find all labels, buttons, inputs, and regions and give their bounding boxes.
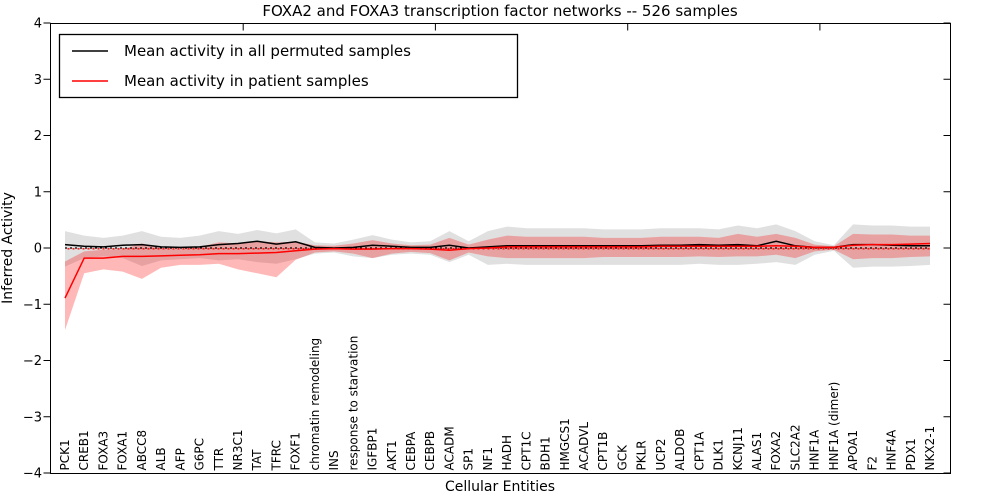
x-tick-label: HNF4A [885, 429, 899, 471]
x-tick-label: HNF1A (dimer) [827, 382, 841, 471]
y-tick-label: −4 [23, 467, 42, 482]
y-tick-label: 2 [34, 129, 42, 144]
x-tick-label: chromatin remodeling [308, 338, 322, 471]
x-tick-label: GCK [615, 444, 629, 471]
x-tick-labels: PCK1 CREB1 FOXA3 FOXA1 ABCC8 ALB AFP G6PC TTR NR3… [58, 336, 937, 472]
x-tick-label: PDX1 [904, 438, 918, 470]
legend-label-permuted: Mean activity in all permuted samples [124, 42, 411, 60]
y-tick-label: 1 [34, 185, 42, 200]
x-tick-label: NF1 [481, 447, 495, 471]
y-axis-label: Inferred Activity [0, 192, 16, 304]
x-tick-label: SP1 [462, 448, 476, 471]
zero-reference-lines [65, 247, 930, 250]
x-tick-label: ACADM [442, 426, 456, 470]
mean-line-permuted [64, 240, 930, 249]
y-tick-label: 3 [34, 73, 42, 88]
chart-title: FOXA2 and FOXA3 transcription factor net… [262, 2, 738, 20]
x-tick-label: ACADVL [577, 422, 591, 471]
x-tick-label: CPT1B [596, 432, 610, 471]
y-tick-label: 4 [34, 17, 42, 32]
y-tick-label: −2 [23, 354, 42, 369]
x-tick-label: FOXA2 [769, 431, 783, 471]
x-tick-label: AKT1 [385, 440, 399, 470]
x-tick-label: DLK1 [712, 439, 726, 470]
x-tick-label: HADH [500, 435, 514, 470]
x-tick-label: TTR [212, 448, 226, 472]
x-tick-label: F2 [865, 456, 879, 471]
legend: Mean activity in all permuted samples Me… [58, 33, 519, 99]
x-tick-label: FOXF1 [289, 432, 303, 470]
legend-box [58, 33, 519, 99]
axis-ticks [43, 22, 951, 474]
x-tick-label: PKLR [635, 440, 649, 470]
legend-label-patient: Mean activity in patient samples [124, 72, 369, 90]
x-tick-label: KCNJ11 [731, 427, 745, 470]
mean-lines [64, 240, 931, 299]
x-tick-label: ABCC8 [135, 430, 149, 471]
x-tick-label: INS [327, 450, 341, 470]
x-tick-label: PCK1 [58, 439, 72, 470]
x-tick-label: IGFBP1 [366, 428, 380, 471]
x-tick-label: APOA1 [846, 430, 860, 471]
x-tick-label: CEBPA [404, 431, 418, 471]
x-tick-label: G6PC [193, 438, 207, 471]
x-tick-label: ALAS1 [750, 432, 764, 471]
band-patient [65, 233, 930, 331]
y-tick-label: −3 [23, 410, 42, 425]
x-tick-label: NR3C1 [231, 430, 245, 471]
x-tick-label: FOXA3 [96, 431, 110, 471]
x-tick-label: BDH1 [539, 436, 553, 470]
x-tick-label: ALDOB [673, 429, 687, 471]
y-tick-labels: 4 3 2 1 0 −1 −2 −3 −4 [23, 17, 42, 482]
x-axis-label: Cellular Entities [445, 479, 555, 495]
x-tick-label: FOXA1 [116, 431, 130, 471]
x-tick-label: response to starvation [346, 336, 360, 471]
x-tick-label: CPT1A [692, 431, 706, 471]
x-tick-label: CREB1 [77, 430, 91, 470]
x-tick-label: CPT1C [519, 432, 533, 471]
x-tick-label: ALB [154, 447, 168, 470]
x-tick-label: HMGCS1 [558, 418, 572, 470]
y-tick-label: 0 [34, 242, 42, 257]
x-tick-label: UCP2 [654, 438, 668, 470]
x-tick-label: TAT [250, 449, 264, 472]
x-tick-label: CEBPB [423, 431, 437, 471]
x-tick-label: AFP [173, 448, 187, 470]
x-tick-label: NKX2-1 [923, 426, 937, 471]
x-tick-label: SLC2A2 [788, 424, 802, 470]
x-tick-label: HNF1A [808, 429, 822, 471]
x-tick-label: TFRC [269, 440, 283, 471]
mean-line-patient [64, 242, 931, 299]
y-tick-label: −1 [23, 298, 42, 313]
